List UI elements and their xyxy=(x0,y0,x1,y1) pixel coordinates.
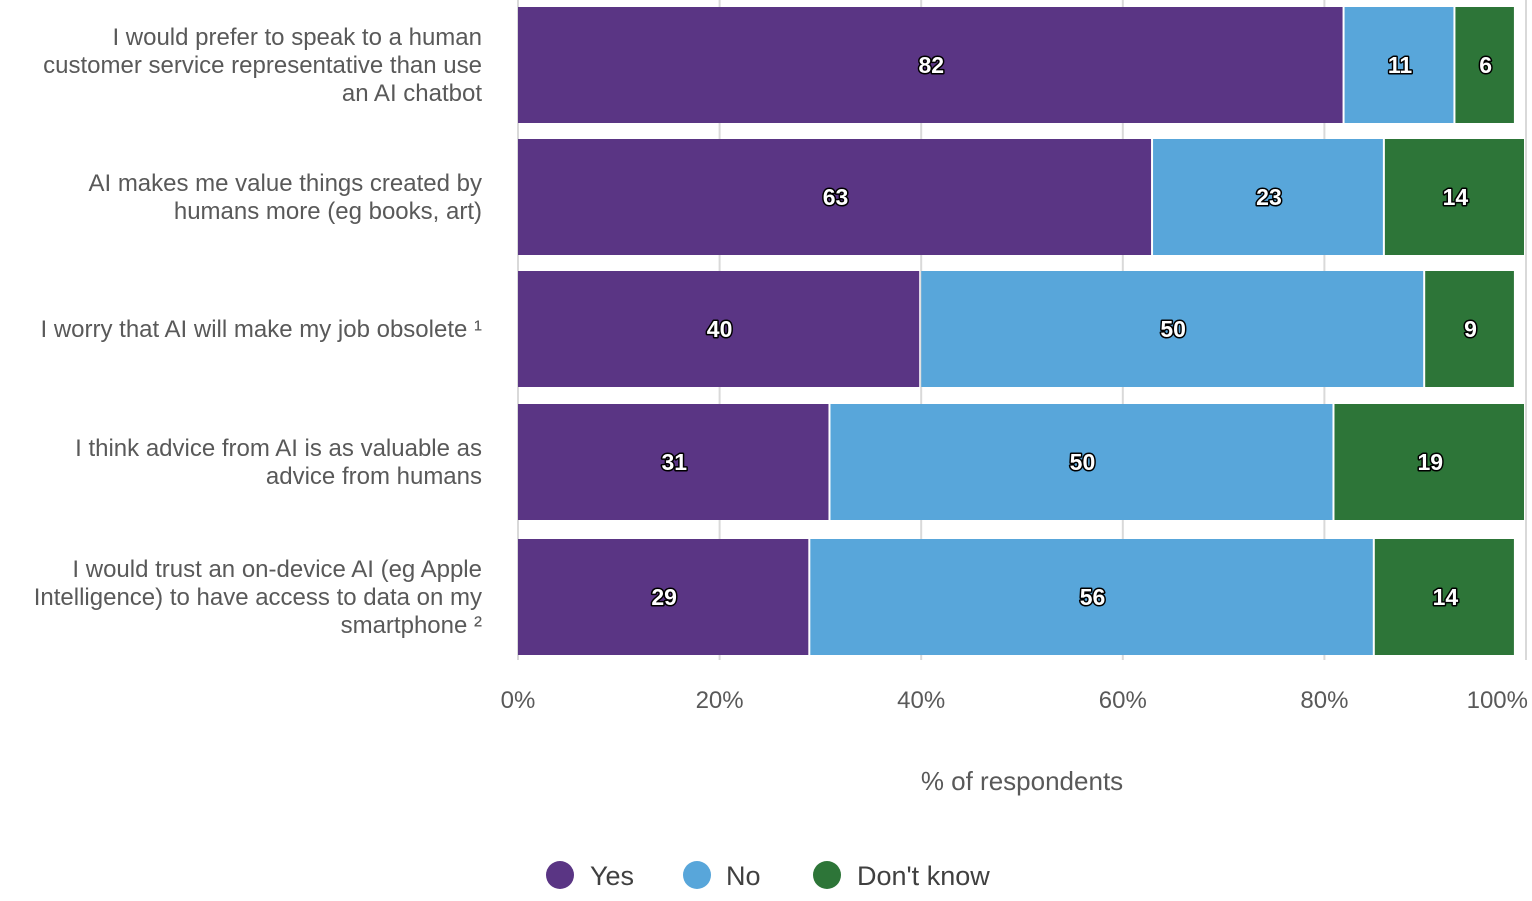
category-label: smartphone ² xyxy=(341,612,482,639)
category-label: customer service representative than use xyxy=(43,52,482,79)
data-label: 82 xyxy=(918,52,944,78)
data-label: 40 xyxy=(707,316,733,342)
data-label: 29 xyxy=(651,584,677,610)
bar-segment xyxy=(830,404,1333,520)
x-tick-label: 60% xyxy=(1099,687,1147,714)
bar-segment xyxy=(1455,7,1514,123)
data-label: 19 xyxy=(1417,449,1443,475)
data-label: 23 xyxy=(1256,184,1282,210)
data-label: 11 xyxy=(1388,52,1413,78)
legend-label: No xyxy=(726,861,761,891)
data-label: 14 xyxy=(1443,184,1469,210)
category-label: I worry that AI will make my job obsolet… xyxy=(41,316,483,343)
bar-segment xyxy=(518,7,1343,123)
bar-segment xyxy=(1384,139,1524,255)
legend-marker xyxy=(546,861,574,889)
data-label: 56 xyxy=(1080,584,1106,610)
bar-segment xyxy=(1425,271,1514,387)
x-tick-label: 0% xyxy=(501,687,536,714)
x-tick-label: 40% xyxy=(897,687,945,714)
legend: Yes No Don't know xyxy=(546,861,990,891)
x-tick-labels: 0% 20% 40% 60% 80% 100% xyxy=(501,687,1528,714)
bar-segment xyxy=(810,539,1373,655)
category-label: I would trust an on-device AI (eg Apple xyxy=(72,556,482,583)
x-tick-label: 20% xyxy=(696,687,744,714)
bar-segment xyxy=(1374,539,1514,655)
legend-marker xyxy=(683,861,711,889)
data-label: 9 xyxy=(1464,316,1477,342)
bar-segment xyxy=(518,404,829,520)
legend-label: Yes xyxy=(590,861,634,891)
category-label: Intelligence) to have access to data on … xyxy=(34,584,482,611)
data-label: 6 xyxy=(1479,52,1492,78)
category-label: I would prefer to speak to a human xyxy=(112,24,482,51)
data-label: 14 xyxy=(1433,584,1459,610)
data-label: 50 xyxy=(1160,316,1186,342)
bar-segment xyxy=(518,271,920,387)
bar-segment xyxy=(1344,7,1454,123)
category-labels: I would prefer to speak to a humancustom… xyxy=(34,24,483,639)
category-label: an AI chatbot xyxy=(342,80,482,107)
category-label: I think advice from AI is as valuable as xyxy=(75,435,482,462)
bar-segment xyxy=(921,271,1424,387)
data-label: 31 xyxy=(661,449,687,475)
bar-segment xyxy=(518,139,1152,255)
x-tick-label: 100% xyxy=(1467,687,1528,714)
data-label: 63 xyxy=(823,184,849,210)
x-tick-label: 80% xyxy=(1300,687,1348,714)
legend-label: Don't know xyxy=(857,861,990,891)
category-label: humans more (eg books, art) xyxy=(174,198,482,225)
bar-segment xyxy=(1334,404,1524,520)
bars xyxy=(518,7,1524,655)
x-axis-title: % of respondents xyxy=(921,766,1123,796)
legend-marker xyxy=(813,861,841,889)
data-labels: 82 11 6 63 23 14 40 50 9 31 50 19 29 56 14 xyxy=(650,51,1494,612)
bar-segment xyxy=(518,539,809,655)
category-label: advice from humans xyxy=(266,463,482,490)
data-label: 50 xyxy=(1070,449,1096,475)
category-label: AI makes me value things created by xyxy=(88,170,482,197)
bar-segment xyxy=(1153,139,1383,255)
